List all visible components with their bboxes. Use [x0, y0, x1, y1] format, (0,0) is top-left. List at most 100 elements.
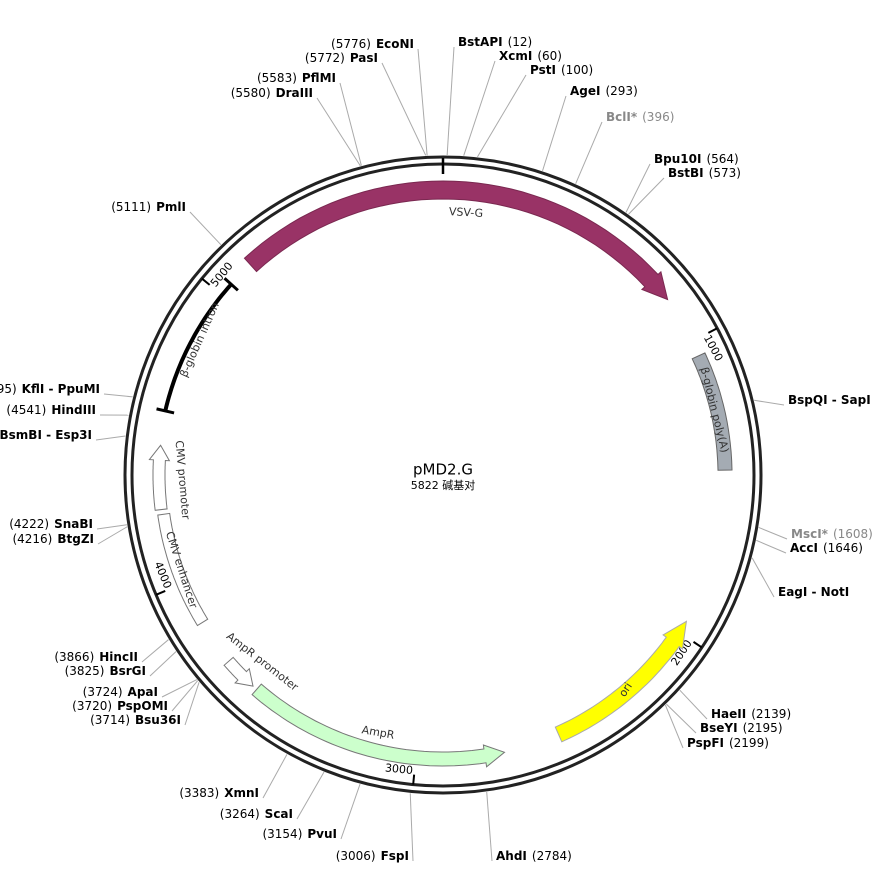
enzyme-name: AgeI — [570, 84, 600, 98]
enzyme-leader — [316, 97, 361, 167]
enzyme-name: HaeII — [711, 707, 746, 721]
enzyme-leader — [103, 393, 133, 398]
enzyme-label: (3866) HincII — [54, 650, 138, 664]
enzyme-site: (4541) — [6, 403, 46, 417]
enzyme-name: SnaBI — [54, 517, 93, 531]
enzyme-leader — [625, 163, 651, 213]
enzyme-name: BstAPI — [458, 35, 503, 49]
enzyme-name: MscI* — [791, 527, 829, 541]
enzyme-label: (3006) FspI — [336, 849, 409, 863]
enzyme-label: (3720) PspOMI — [72, 699, 168, 713]
enzyme-site: (5776) — [331, 37, 371, 51]
enzyme-label: (4216) BtgZI — [12, 532, 94, 546]
enzyme-leader — [486, 791, 493, 862]
enzyme-name: BseYI — [700, 721, 738, 735]
enzyme-leader — [340, 783, 361, 840]
enzyme-name: PasI — [350, 51, 378, 65]
enzyme-site: (3264) — [220, 807, 260, 821]
enzyme-leader — [184, 682, 200, 726]
enzyme-site: (2195) — [743, 721, 783, 735]
enzyme-leader — [339, 82, 362, 166]
enzyme-leader — [446, 46, 455, 156]
enzyme-label: (5776) EcoNI — [331, 37, 414, 51]
feature-arrow — [554, 620, 688, 743]
feature-label: β-globin intron — [177, 300, 222, 379]
enzyme-site: (293) — [605, 84, 637, 98]
enzyme-site: (573) — [709, 166, 741, 180]
enzyme-site: (4222) — [9, 517, 49, 531]
enzyme-leader — [628, 177, 665, 215]
enzyme-site: (3825) — [65, 664, 105, 678]
enzyme-name: AhdI — [496, 849, 527, 863]
enzyme-site: (5772) — [305, 51, 345, 65]
enzyme-leader — [381, 62, 427, 156]
feature-arrow — [243, 180, 669, 301]
enzyme-label: AccI (1646) — [790, 541, 863, 555]
enzyme-label: EagI - NotI — [778, 585, 849, 599]
enzyme-label: BstAPI (12) — [458, 35, 532, 49]
enzyme-label: BclI* (396) — [606, 110, 674, 124]
enzyme-label: BspQI - SapI — [788, 393, 871, 407]
enzyme-label: AgeI (293) — [570, 84, 638, 98]
enzyme-label: XcmI (60) — [499, 49, 562, 63]
enzyme-leader — [575, 121, 603, 184]
enzyme-site: (3714) — [90, 713, 130, 727]
enzyme-name: PstI — [530, 63, 556, 77]
enzyme-label: (5772) PasI — [305, 51, 378, 65]
enzyme-name: ScaI — [265, 807, 293, 821]
enzyme-name: PspFI — [687, 736, 724, 750]
feature-arrow — [251, 683, 506, 768]
enzyme-name: BtgZI — [57, 532, 94, 546]
enzyme-leader — [189, 211, 222, 246]
enzyme-site: (60) — [537, 49, 562, 63]
enzyme-site: (3720) — [72, 699, 112, 713]
feature-label: AmpR — [361, 723, 396, 742]
enzyme-label: AhdI (2784) — [496, 849, 572, 863]
enzyme-name: Bpu10I — [654, 152, 701, 166]
feature-arrow — [691, 352, 733, 471]
enzyme-leader — [751, 557, 775, 598]
enzyme-leader — [463, 60, 496, 156]
enzyme-label: BstBI (573) — [668, 166, 741, 180]
enzyme-site: (100) — [561, 63, 593, 77]
enzyme-label: BseYI (2195) — [700, 721, 783, 735]
enzyme-site: (1646) — [823, 541, 863, 555]
feature-bar — [163, 282, 233, 412]
enzyme-name: PvuI — [307, 827, 337, 841]
feature-arrow — [157, 512, 209, 627]
feature-arrow — [223, 656, 254, 687]
enzyme-label: (4595) KflI - PpuMI — [0, 382, 100, 396]
leader-lines — [95, 46, 788, 862]
enzyme-leader — [542, 95, 567, 172]
enzyme-name: HincII — [99, 650, 138, 664]
enzyme-label: (3825) BsrGI — [65, 664, 146, 678]
feature-cap — [223, 277, 239, 292]
enzyme-label: BsmBI - Esp3I — [0, 428, 92, 442]
enzyme-leader — [409, 793, 414, 862]
enzyme-leader — [161, 679, 198, 698]
enzyme-label: PspFI (2199) — [687, 736, 769, 750]
enzyme-site: (2139) — [751, 707, 791, 721]
tick-mark — [412, 774, 416, 785]
enzyme-leader — [262, 754, 288, 799]
enzyme-name: XmnI — [224, 786, 259, 800]
enzyme-name: PmlI — [156, 200, 186, 214]
enzyme-name: XcmI — [499, 49, 532, 63]
enzyme-leader — [96, 524, 127, 530]
enzyme-leader — [666, 703, 697, 734]
enzyme-name: BclI* — [606, 110, 638, 124]
enzyme-label: (5580) DraIII — [231, 86, 313, 100]
tick-mark — [201, 277, 211, 286]
enzyme-label: (3724) ApaI — [83, 685, 158, 699]
plasmid-length: 5822 碱基对 — [411, 478, 476, 492]
enzyme-leader — [97, 526, 128, 545]
enzyme-site: (5583) — [257, 71, 297, 85]
feature-label: VSV-G — [449, 205, 484, 220]
enzyme-site: (3724) — [83, 685, 123, 699]
feature-label: CMV promoter — [173, 440, 193, 521]
enzyme-label: (4222) SnaBI — [9, 517, 93, 531]
enzyme-name: HindIII — [51, 403, 96, 417]
enzyme-site: (4595) — [0, 382, 17, 396]
